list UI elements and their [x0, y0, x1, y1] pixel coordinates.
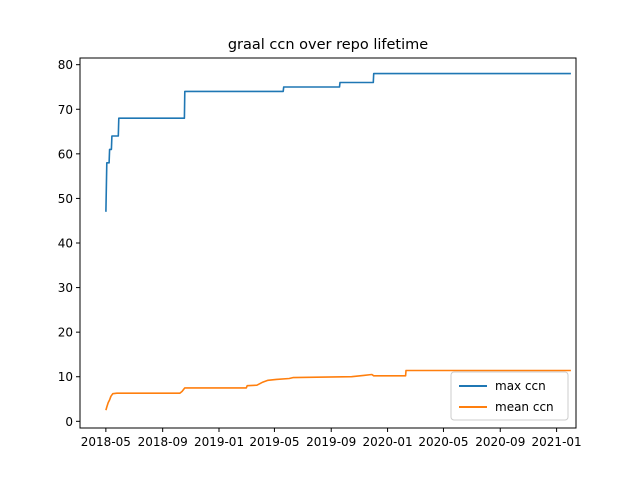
x-tick-label: 2021-01: [532, 435, 582, 449]
x-tick-label: 2018-09: [138, 435, 188, 449]
chart-title: graal ccn over repo lifetime: [228, 37, 428, 53]
y-tick-label: 70: [58, 103, 73, 117]
y-tick-label: 40: [58, 237, 73, 251]
y-axis: 0 10 20 30 40 50 60 70 80: [58, 58, 80, 429]
x-tick-label: 2020-09: [475, 435, 525, 449]
x-tick-label: 2019-01: [194, 435, 244, 449]
plot-series-layer: [105, 72, 571, 411]
y-tick-label: 10: [58, 370, 73, 384]
x-tick-label: 2019-09: [306, 435, 356, 449]
y-tick-label: 20: [58, 326, 73, 340]
legend-label-mean-ccn: mean ccn: [495, 400, 554, 414]
x-axis: 2018-05 2018-09 2019-01 2019-05 2019-09 2020-…: [81, 428, 582, 449]
x-tick-label: 2020-01: [363, 435, 413, 449]
y-tick-label: 50: [58, 192, 73, 206]
legend-label-max-ccn: max ccn: [495, 379, 546, 393]
legend: max ccn mean ccn: [450, 371, 569, 421]
y-tick-label: 60: [58, 147, 73, 161]
series-line-max-ccn: [105, 72, 571, 212]
x-tick-label: 2019-05: [249, 435, 299, 449]
y-tick-label: 30: [58, 281, 73, 295]
x-tick-label: 2020-05: [418, 435, 468, 449]
x-tick-label: 2018-05: [81, 435, 131, 449]
y-tick-label: 80: [58, 58, 73, 72]
y-tick-label: 0: [65, 415, 73, 429]
series-line-mean-ccn: [105, 369, 571, 411]
